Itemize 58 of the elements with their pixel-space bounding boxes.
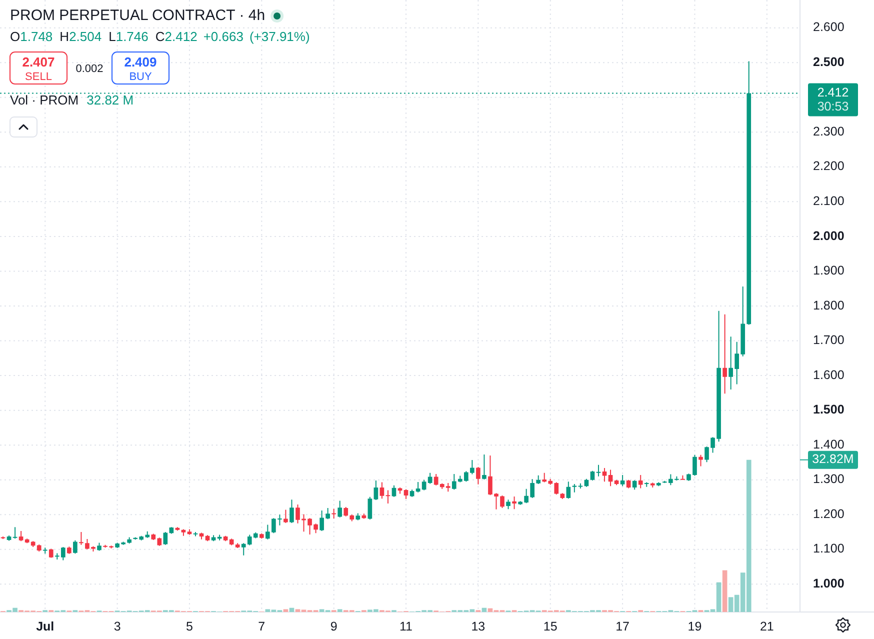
y-tick-label: 1.200 bbox=[813, 506, 844, 521]
x-tick-label: 15 bbox=[543, 619, 558, 634]
annotation: BUY bbox=[129, 70, 152, 83]
candlestick bbox=[512, 496, 516, 510]
candlestick bbox=[42, 548, 48, 554]
candlestick bbox=[482, 454, 486, 480]
x-tick-label: 9 bbox=[330, 619, 338, 634]
y-tick-label: 2.300 bbox=[813, 124, 844, 138]
annotation: SELL bbox=[25, 70, 52, 83]
candlestick bbox=[235, 543, 240, 548]
y-tick-label: 1.800 bbox=[813, 298, 844, 312]
sell-button: 2.407 SELL bbox=[10, 52, 68, 84]
ref-line-label: 2.412 bbox=[817, 85, 849, 100]
text: O1.748 H2.504 L1.746 C2.412 +0.663 (+37.91%) bbox=[10, 29, 310, 44]
y-tick-label: 2.100 bbox=[813, 194, 844, 208]
candlestick bbox=[332, 508, 336, 518]
x-tick-label: 7 bbox=[258, 619, 266, 634]
annotation: 2.407 bbox=[22, 54, 55, 70]
y-tick-label: 1.900 bbox=[813, 264, 844, 278]
x-tick-label: 13 bbox=[471, 619, 486, 634]
x-tick-label: 19 bbox=[688, 619, 702, 634]
y-tick-label: 2.600 bbox=[813, 20, 844, 34]
y-tick-label: 1.300 bbox=[813, 472, 844, 486]
y-tick-label: 2.000 bbox=[813, 228, 844, 243]
y-tick-label: 1.700 bbox=[813, 333, 844, 348]
text: PROM PERPETUAL CONTRACT · 4h bbox=[10, 6, 266, 24]
y-tick-label: 1.600 bbox=[813, 368, 844, 382]
y-tick-label: 2.200 bbox=[813, 159, 844, 174]
y2-tick-label: 32.82M bbox=[812, 452, 854, 466]
text: 30:53 bbox=[817, 99, 849, 114]
x-tick-label: 21 bbox=[760, 619, 774, 634]
x-tick-label: 11 bbox=[400, 619, 413, 634]
candlestick bbox=[722, 314, 727, 394]
bar bbox=[722, 570, 728, 612]
bar bbox=[283, 609, 288, 612]
candlestick bbox=[596, 464, 601, 476]
annotation: Vol · PROM bbox=[10, 92, 79, 108]
buy-button: 2.409 BUY bbox=[112, 52, 170, 84]
y-tick-label: 2.500 bbox=[813, 54, 844, 69]
annotation: 2.409 bbox=[124, 54, 157, 70]
candlestick bbox=[79, 532, 84, 545]
x-tick-label: 5 bbox=[186, 619, 193, 634]
x-tick-label: 17 bbox=[616, 619, 630, 634]
annotation: 0.002 bbox=[76, 62, 104, 75]
candlestick bbox=[12, 527, 18, 539]
x-tick-label: Jul bbox=[36, 619, 54, 634]
x-tick-label: 3 bbox=[114, 619, 121, 634]
bar bbox=[289, 608, 294, 612]
y-tick-label: 1.400 bbox=[813, 437, 844, 452]
candlestick bbox=[572, 484, 577, 492]
candlestick bbox=[386, 490, 390, 504]
bar bbox=[482, 608, 487, 612]
y-tick-label: 1.500 bbox=[813, 402, 844, 417]
y-tick-label: 1.100 bbox=[813, 542, 844, 556]
annotation: 32.82 M bbox=[86, 92, 134, 108]
bar bbox=[337, 609, 342, 612]
candlestick bbox=[680, 475, 685, 480]
y-tick-label: 1.000 bbox=[813, 576, 844, 590]
